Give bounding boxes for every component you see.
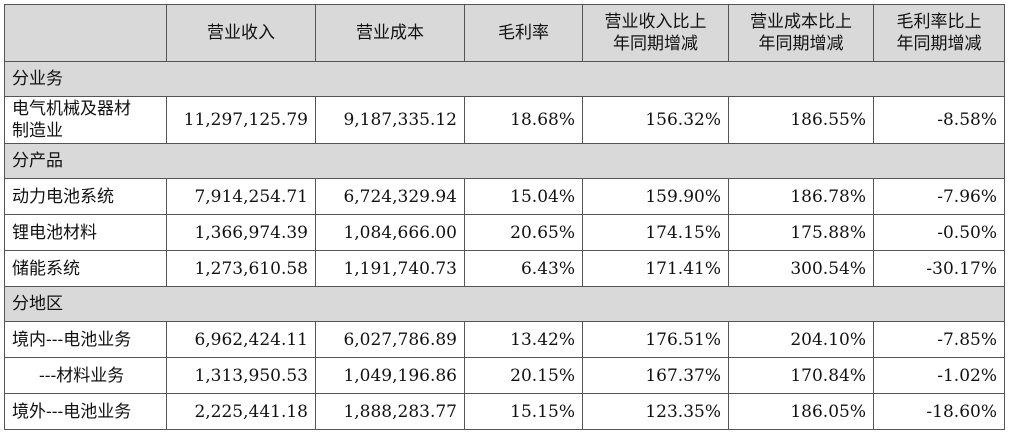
table-row: ---材料业务 1,313,950.53 1,049,196.86 20.15%… [4,357,1005,394]
cell-revenue: 1,273,610.58 [166,250,316,287]
cell-cost: 6,724,329.94 [315,178,465,215]
cell-margin-change: -7.85% [873,321,1005,358]
header-margin-change-line1: 毛利率比上 [896,12,982,32]
header-margin: 毛利率 [464,4,583,62]
cell-cost: 1,888,283.77 [315,393,465,430]
section-row-business: 分业务 [4,61,1005,97]
section-label-region: 分地区 [4,286,1005,322]
row-name: 动力电池系统 [4,178,167,215]
cell-cost-change: 170.84% [728,357,874,394]
cell-margin: 15.15% [464,393,583,430]
header-cost-change: 营业成本比上 年同期增减 [728,4,874,62]
cell-cost: 6,027,786.89 [315,321,465,358]
cell-revenue-change: 123.35% [582,393,729,430]
cell-revenue: 2,225,441.18 [166,393,316,430]
cell-cost-change: 204.10% [728,321,874,358]
cell-margin-change: -8.58% [873,96,1005,144]
cell-margin: 13.42% [464,321,583,358]
row-name: 境外---电池业务 [4,393,167,430]
row-name: ---材料业务 [4,357,167,394]
cell-cost-change: 186.55% [728,96,874,144]
row-name-line1: 电气机械及器材 [12,99,131,119]
header-margin-change-line2: 年同期增减 [896,34,982,54]
header-cost: 营业成本 [315,4,465,62]
cell-revenue: 1,366,974.39 [166,214,316,251]
cell-cost-change: 300.54% [728,250,874,287]
cell-revenue: 11,297,125.79 [166,96,316,144]
table-row: 境外---电池业务 2,225,441.18 1,888,283.77 15.1… [4,393,1005,430]
table-row: 电气机械及器材 制造业 11,297,125.79 9,187,335.12 18… [4,96,1005,144]
cell-margin-change: -0.50% [873,214,1005,251]
cell-revenue: 7,914,254.71 [166,178,316,215]
table-row: 动力电池系统 7,914,254.71 6,724,329.94 15.04% … [4,178,1005,215]
cell-cost: 1,049,196.86 [315,357,465,394]
table-row: 境内---电池业务 6,962,424.11 6,027,786.89 13.4… [4,321,1005,358]
header-empty [4,4,167,62]
cell-revenue-change: 167.37% [582,357,729,394]
cell-cost: 9,187,335.12 [315,96,465,144]
cell-margin-change: -18.60% [873,393,1005,430]
cell-cost-change: 175.88% [728,214,874,251]
financial-table-container: 营业收入 营业成本 毛利率 营业收入比上 年同期增减 营业成本比上 年同期增减 毛利… [4,4,1005,430]
cell-revenue-change: 174.15% [582,214,729,251]
header-revenue-change-line1: 营业收入比上 [604,12,707,32]
cell-margin: 18.68% [464,96,583,144]
cell-margin-change: -30.17% [873,250,1005,287]
section-label-business: 分业务 [4,61,1005,97]
table-row: 锂电池材料 1,366,974.39 1,084,666.00 20.65% 1… [4,214,1005,251]
cell-margin: 20.65% [464,214,583,251]
row-name: 境内---电池业务 [4,321,167,358]
row-name: 储能系统 [4,250,167,287]
cell-revenue-change: 156.32% [582,96,729,144]
cell-cost-change: 186.78% [728,178,874,215]
cell-margin: 6.43% [464,250,583,287]
cell-revenue: 1,313,950.53 [166,357,316,394]
cell-margin-change: -7.96% [873,178,1005,215]
cell-margin: 15.04% [464,178,583,215]
cell-cost: 1,084,666.00 [315,214,465,251]
header-cost-change-line1: 营业成本比上 [750,12,852,32]
cell-revenue-change: 171.41% [582,250,729,287]
row-name-line2: 制造业 [12,121,63,141]
header-row: 营业收入 营业成本 毛利率 营业收入比上 年同期增减 营业成本比上 年同期增减 毛利… [4,4,1005,62]
cell-cost: 1,191,740.73 [315,250,465,287]
section-label-product: 分产品 [4,143,1005,179]
revenue-cost-table: 营业收入 营业成本 毛利率 营业收入比上 年同期增减 营业成本比上 年同期增减 毛利… [4,4,1005,430]
row-name: 电气机械及器材 制造业 [4,96,167,144]
header-revenue-change-line2: 年同期增减 [613,34,698,54]
row-name: 锂电池材料 [4,214,167,251]
cell-revenue-change: 159.90% [582,178,729,215]
cell-revenue: 6,962,424.11 [166,321,316,358]
header-revenue-change: 营业收入比上 年同期增减 [582,4,729,62]
cell-cost-change: 186.05% [728,393,874,430]
header-margin-change: 毛利率比上 年同期增减 [873,4,1005,62]
header-cost-change-line2: 年同期增减 [758,34,844,54]
header-revenue: 营业收入 [166,4,316,62]
cell-margin-change: -1.02% [873,357,1005,394]
section-row-region: 分地区 [4,286,1005,322]
table-row: 储能系统 1,273,610.58 1,191,740.73 6.43% 171… [4,250,1005,287]
cell-margin: 20.15% [464,357,583,394]
section-row-product: 分产品 [4,143,1005,179]
cell-revenue-change: 176.51% [582,321,729,358]
